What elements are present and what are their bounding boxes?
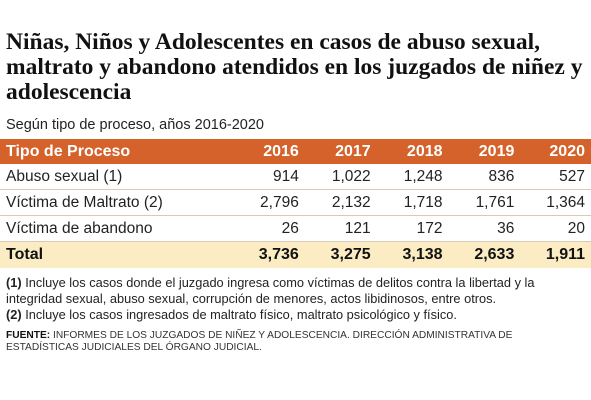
cell-value: 2,796 (232, 189, 305, 216)
total-value: 3,736 (232, 241, 305, 268)
total-value: 3,275 (304, 241, 377, 268)
table-row: Víctima de Maltrato (2) 2,796 2,132 1,71… (0, 189, 591, 216)
row-label: Víctima de abandono (0, 215, 233, 242)
cell-value: 1,364 (520, 189, 591, 216)
table-row: Víctima de abandono 26 121 172 36 20 (0, 215, 591, 242)
cell-value: 36 (448, 215, 521, 242)
cell-value: 914 (232, 164, 305, 190)
header-2020: 2020 (520, 139, 591, 164)
total-label: Total (0, 241, 233, 268)
cell-value: 20 (520, 215, 591, 242)
header-2017: 2017 (304, 139, 377, 164)
total-row: Total 3,736 3,275 3,138 2,633 1,911 (0, 241, 591, 268)
header-2019: 2019 (448, 139, 521, 164)
total-value: 1,911 (520, 241, 591, 268)
row-label: Abuso sexual (1) (0, 164, 233, 190)
cell-value: 1,761 (448, 189, 521, 216)
cell-value: 1,248 (376, 164, 449, 190)
cell-value: 1,022 (304, 164, 377, 190)
footnote-2: (2) Incluye los casos ingresados de malt… (6, 307, 586, 323)
cell-value: 172 (376, 215, 449, 242)
page-title: Niñas, Niños y Adolescentes en casos de … (6, 29, 583, 105)
cell-value: 121 (304, 215, 377, 242)
footnote-1: (1) Incluye los casos donde el juzgado i… (6, 275, 586, 307)
total-value: 3,138 (376, 241, 449, 268)
footnote-text: Incluye los casos ingresados de maltrato… (21, 307, 457, 322)
header-2016: 2016 (232, 139, 305, 164)
source-label: FUENTE: (6, 330, 51, 341)
cell-value: 836 (448, 164, 521, 190)
cell-value: 1,718 (376, 189, 449, 216)
table-header-row: Tipo de Proceso 2016 2017 2018 2019 2020 (0, 139, 591, 164)
source-note: FUENTE: Informes de los Juzgados de Niñe… (6, 330, 586, 354)
table-row: Abuso sexual (1) 914 1,022 1,248 836 527 (0, 164, 591, 190)
footnote-marker: (2) (6, 307, 22, 322)
cell-value: 2,132 (304, 189, 377, 216)
header-2018: 2018 (376, 139, 449, 164)
total-value: 2,633 (448, 241, 521, 268)
footnote-marker: (1) (6, 275, 22, 290)
data-table: Tipo de Proceso 2016 2017 2018 2019 2020… (0, 139, 591, 268)
footnotes: (1) Incluye los casos donde el juzgado i… (6, 275, 586, 323)
row-label: Víctima de Maltrato (2) (0, 189, 233, 216)
subtitle: Según tipo de proceso, años 2016-2020 (6, 117, 264, 133)
cell-value: 26 (232, 215, 305, 242)
header-process-type: Tipo de Proceso (0, 139, 233, 164)
cell-value: 527 (520, 164, 591, 190)
footnote-text: Incluye los casos donde el juzgado ingre… (6, 275, 535, 306)
source-text: Informes de los Juzgados de Niñez y Adol… (6, 330, 513, 353)
